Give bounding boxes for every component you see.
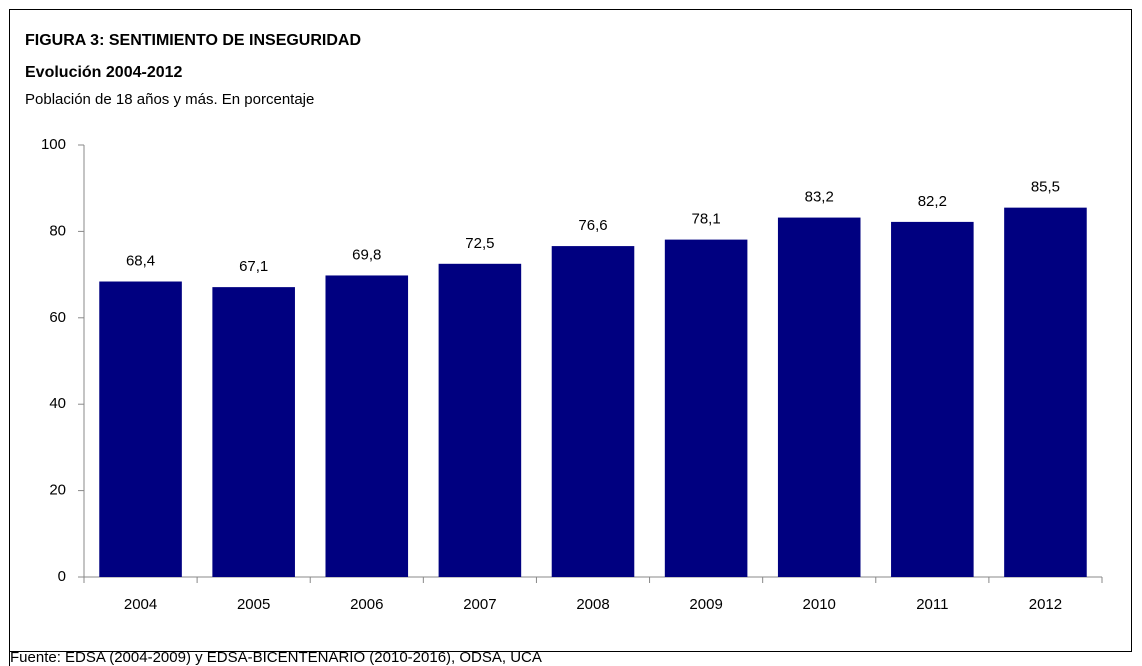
bar (325, 275, 409, 577)
data-label: 82,2 (918, 193, 947, 210)
chart-note: Población de 18 años y más. En porcentaj… (25, 91, 314, 108)
x-tick-label: 2004 (124, 596, 157, 613)
bar (1004, 207, 1087, 577)
data-label: 78,1 (692, 211, 721, 228)
data-label: 69,8 (352, 246, 381, 263)
data-label: 67,1 (239, 258, 268, 275)
x-tick-label: 2006 (350, 596, 383, 613)
x-tick-label: 2005 (237, 596, 270, 613)
bar (99, 281, 182, 577)
data-label: 72,5 (465, 235, 494, 252)
bar (664, 239, 748, 577)
x-tick-label: 2011 (916, 596, 948, 613)
y-tick-label: 100 (41, 136, 66, 153)
chart-title: FIGURA 3: SENTIMIENTO DE INSEGURIDAD (25, 32, 361, 49)
frame (9, 9, 1132, 652)
chart-source: Fuente: EDSA (2004-2009) y EDSA-BICENTEN… (10, 649, 542, 666)
x-tick-label: 2012 (1029, 596, 1062, 613)
x-tick-label: 2010 (803, 596, 836, 613)
bar (551, 246, 635, 577)
bar (777, 217, 861, 578)
x-tick-label: 2007 (463, 596, 496, 613)
x-tick-label: 2009 (689, 596, 722, 613)
x-tick-label: 2008 (576, 596, 609, 613)
bar (212, 287, 295, 577)
bar (891, 221, 974, 577)
chart-subtitle: Evolución 2004-2012 (25, 64, 183, 81)
data-label: 68,4 (126, 252, 155, 269)
data-label: 83,2 (805, 189, 834, 206)
y-tick-label: 60 (49, 309, 66, 326)
y-tick-label: 40 (49, 395, 66, 412)
bar (438, 263, 522, 577)
data-label: 85,5 (1031, 179, 1060, 196)
data-label: 76,6 (578, 217, 607, 234)
y-tick-label: 20 (49, 482, 66, 499)
y-tick-label: 0 (58, 568, 66, 585)
y-tick-label: 80 (49, 222, 66, 239)
